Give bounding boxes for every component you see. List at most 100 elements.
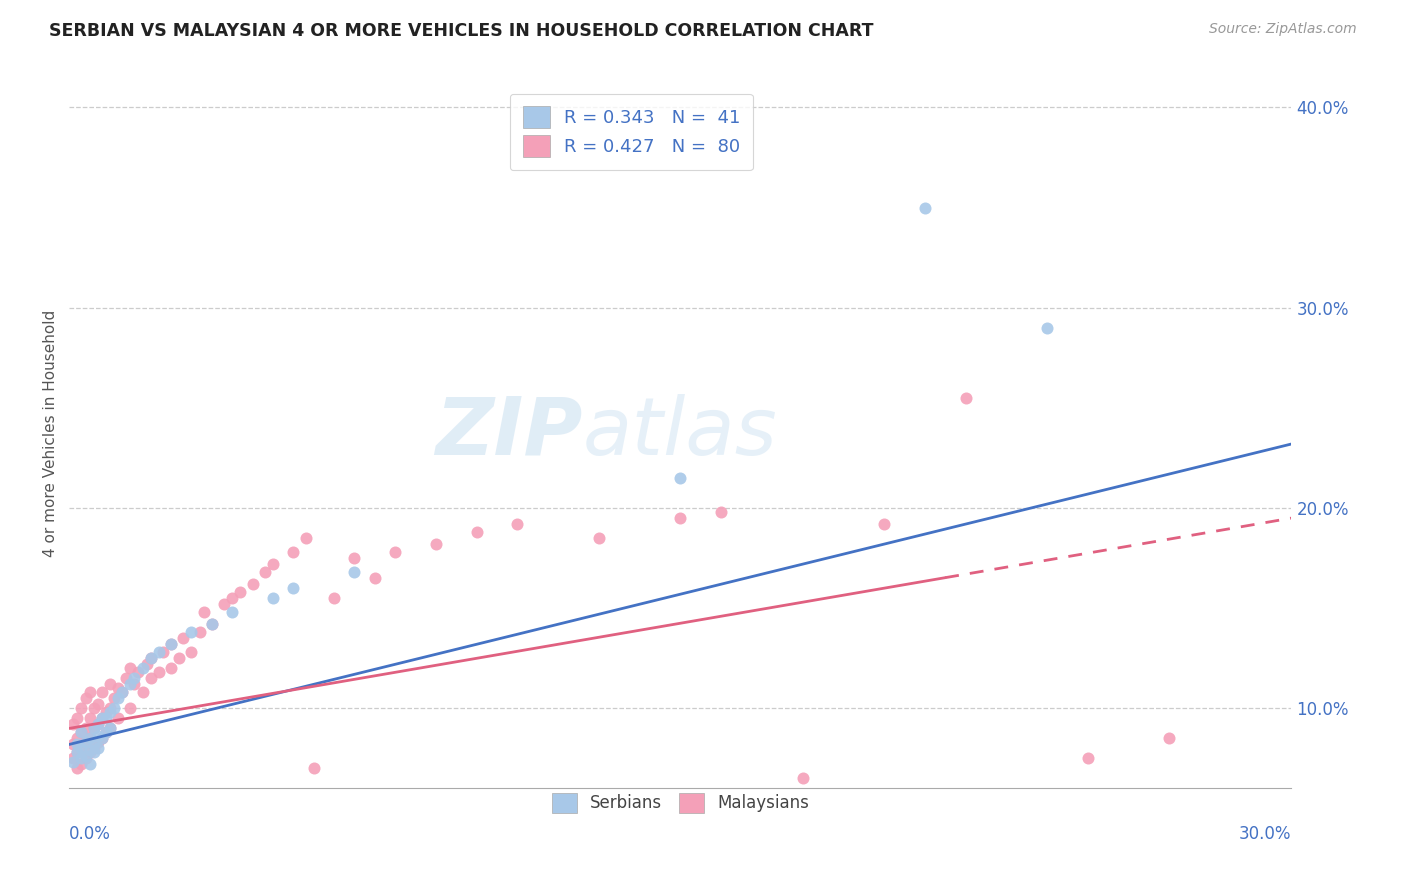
Point	[201, 617, 224, 632]
Point	[160, 661, 183, 675]
Text: 0.0%: 0.0%	[69, 824, 111, 843]
Text: SERBIAN VS MALAYSIAN 4 OR MORE VEHICLES IN HOUSEHOLD CORRELATION CHART: SERBIAN VS MALAYSIAN 4 OR MORE VEHICLES …	[49, 22, 873, 40]
Point	[131, 661, 153, 675]
Point	[75, 722, 97, 736]
Point	[79, 746, 101, 760]
Point	[221, 605, 243, 619]
Point	[914, 201, 936, 215]
Point	[66, 731, 89, 746]
Point	[669, 511, 692, 525]
Point	[120, 701, 142, 715]
Point	[90, 731, 112, 746]
Point	[124, 677, 146, 691]
Point	[120, 677, 142, 691]
Point	[167, 651, 190, 665]
Point	[294, 531, 316, 545]
Point	[83, 746, 105, 760]
Point	[139, 651, 162, 665]
Point	[62, 717, 84, 731]
Point	[70, 741, 93, 756]
Point	[79, 731, 101, 746]
Point	[103, 691, 125, 706]
Point	[229, 585, 252, 599]
Point	[343, 551, 366, 566]
Point	[873, 517, 896, 532]
Point	[66, 746, 89, 760]
Point	[70, 751, 93, 765]
Point	[94, 706, 117, 720]
Point	[70, 757, 93, 772]
Point	[87, 741, 110, 756]
Point	[94, 711, 117, 725]
Legend: Serbians, Malaysians: Serbians, Malaysians	[538, 780, 823, 826]
Point	[127, 665, 149, 680]
Point	[70, 741, 93, 756]
Point	[506, 517, 529, 532]
Point	[148, 665, 170, 680]
Point	[152, 645, 174, 659]
Point	[107, 681, 129, 696]
Point	[188, 625, 211, 640]
Point	[283, 545, 305, 559]
Point	[135, 657, 157, 672]
Point	[588, 531, 610, 545]
Point	[180, 645, 202, 659]
Point	[87, 735, 110, 749]
Point	[1077, 751, 1099, 765]
Point	[160, 637, 183, 651]
Point	[79, 685, 101, 699]
Y-axis label: 4 or more Vehicles in Household: 4 or more Vehicles in Household	[44, 310, 58, 557]
Point	[87, 717, 110, 731]
Point	[75, 735, 97, 749]
Point	[111, 685, 134, 699]
Point	[139, 651, 162, 665]
Text: ZIP: ZIP	[436, 394, 582, 472]
Point	[94, 725, 117, 739]
Point	[262, 591, 284, 606]
Point	[75, 751, 97, 765]
Point	[90, 685, 112, 699]
Point	[425, 537, 447, 551]
Point	[79, 743, 101, 757]
Point	[66, 738, 89, 752]
Text: atlas: atlas	[582, 394, 778, 472]
Point	[120, 661, 142, 675]
Point	[323, 591, 346, 606]
Point	[87, 730, 110, 744]
Point	[83, 738, 105, 752]
Point	[107, 691, 129, 706]
Point	[70, 725, 93, 739]
Point	[75, 691, 97, 706]
Point	[90, 731, 112, 746]
Point	[262, 557, 284, 571]
Point	[70, 725, 93, 739]
Point	[131, 685, 153, 699]
Point	[83, 722, 105, 736]
Point	[148, 645, 170, 659]
Point	[66, 746, 89, 760]
Point	[124, 671, 146, 685]
Point	[139, 671, 162, 685]
Point	[212, 597, 235, 611]
Point	[62, 751, 84, 765]
Point	[66, 711, 89, 725]
Point	[62, 756, 84, 770]
Point	[710, 505, 733, 519]
Text: Source: ZipAtlas.com: Source: ZipAtlas.com	[1209, 22, 1357, 37]
Point	[111, 685, 134, 699]
Point	[94, 725, 117, 739]
Point	[83, 701, 105, 715]
Point	[75, 749, 97, 764]
Point	[172, 632, 194, 646]
Point	[1036, 321, 1059, 335]
Point	[180, 625, 202, 640]
Point	[98, 706, 121, 720]
Point	[79, 757, 101, 772]
Point	[70, 701, 93, 715]
Point	[98, 722, 121, 736]
Point	[221, 591, 243, 606]
Point	[384, 545, 406, 559]
Point	[283, 581, 305, 595]
Text: 30.0%: 30.0%	[1239, 824, 1292, 843]
Point	[98, 677, 121, 691]
